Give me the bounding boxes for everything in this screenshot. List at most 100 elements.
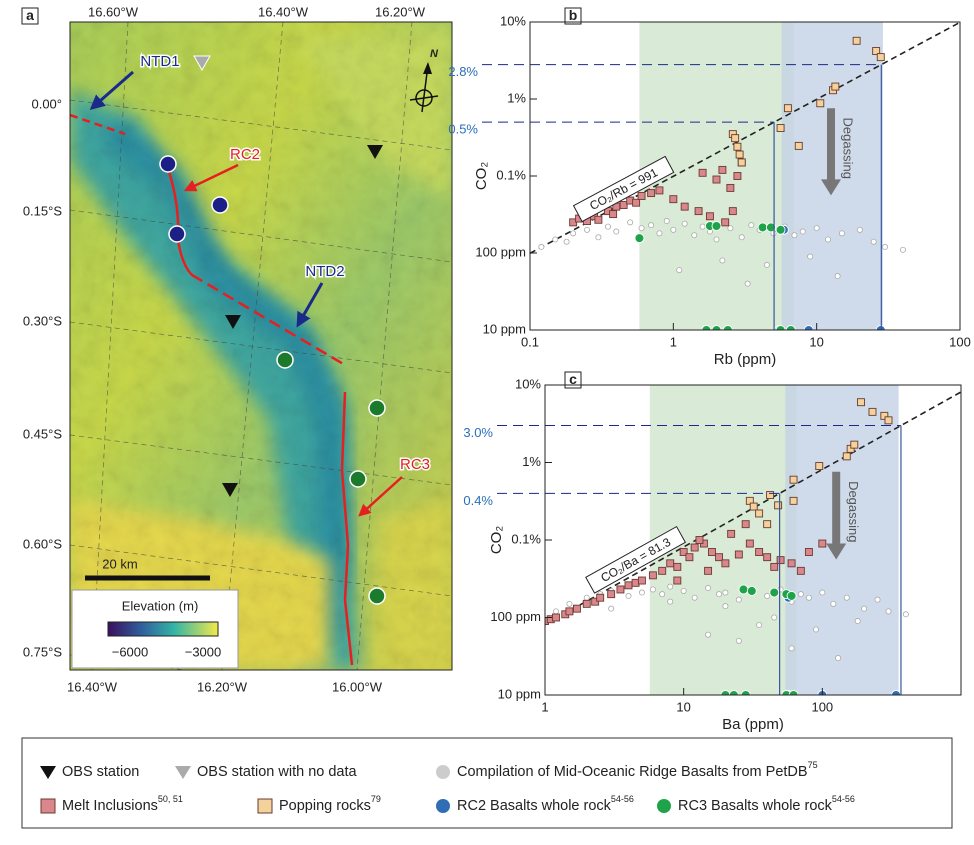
- point: [756, 510, 763, 517]
- map-label: RC2: [230, 146, 260, 163]
- point: [871, 239, 876, 244]
- point: [817, 100, 824, 107]
- legend-marker: [258, 799, 272, 813]
- x-axis-label: Rb (ppm): [714, 351, 777, 368]
- point: [595, 216, 602, 223]
- point: [571, 231, 576, 236]
- point: [564, 239, 569, 244]
- point: [728, 530, 735, 537]
- x-axis-label: Ba (ppm): [722, 716, 784, 733]
- point: [584, 227, 589, 232]
- point: [789, 646, 794, 651]
- point: [573, 605, 580, 612]
- point: [861, 606, 866, 611]
- point: [584, 595, 589, 600]
- point: [835, 274, 840, 279]
- point: [814, 226, 819, 231]
- map-tick-label: 16.20°W: [375, 4, 426, 19]
- legend-box: [22, 738, 952, 828]
- point: [664, 218, 669, 223]
- legend-text: Compilation of Mid-Oceanic Ridge Basalts…: [457, 764, 808, 780]
- legend-text: OBS station with no data: [197, 764, 358, 780]
- point: [727, 184, 734, 191]
- point: [806, 595, 811, 600]
- map-tick-label: 16.40°W: [67, 679, 118, 694]
- legend-label: Popping rocks79: [279, 794, 381, 813]
- point: [716, 592, 721, 597]
- point: [713, 176, 720, 183]
- x-tick-label: 10: [676, 699, 690, 714]
- point: [723, 590, 728, 595]
- point: [700, 224, 705, 229]
- point: [705, 632, 710, 637]
- point: [836, 655, 841, 660]
- level-label: 0.4%: [463, 493, 493, 508]
- point: [596, 235, 601, 240]
- point: [805, 549, 812, 556]
- point: [738, 159, 745, 166]
- point: [695, 208, 702, 215]
- scale-label: 20 km: [102, 556, 137, 571]
- x-tick-label: 1: [541, 699, 548, 714]
- point: [722, 560, 729, 567]
- point: [682, 221, 687, 226]
- point: [692, 233, 697, 238]
- point: [819, 540, 826, 547]
- point: [686, 554, 693, 561]
- map-tick-label: 16.60°W: [88, 4, 139, 19]
- point: [765, 593, 770, 598]
- legend-marker: [436, 799, 450, 813]
- map-label: RC3: [400, 456, 430, 473]
- point: [696, 537, 703, 544]
- point: [633, 199, 640, 206]
- point: [668, 599, 673, 604]
- point: [764, 521, 771, 528]
- point: [705, 567, 712, 574]
- point: [660, 592, 665, 597]
- y-axis-label: CO₂: [488, 526, 505, 555]
- point: [614, 229, 619, 234]
- point: [831, 601, 836, 606]
- point: [539, 244, 544, 249]
- legend-label: OBS station with no data: [197, 764, 358, 780]
- point: [736, 638, 741, 643]
- point: [857, 227, 862, 232]
- point: [736, 597, 741, 602]
- point: [605, 224, 610, 229]
- colorbar-label: −6000: [112, 644, 149, 659]
- point: [771, 563, 778, 570]
- point: [900, 247, 905, 252]
- y-axis-label: CO₂: [473, 162, 490, 191]
- point: [857, 399, 864, 406]
- point: [747, 586, 756, 595]
- colorbar-title: Elevation (m): [122, 598, 199, 613]
- point: [649, 572, 656, 579]
- level-label: 2.8%: [448, 64, 478, 79]
- point: [566, 608, 573, 615]
- point: [714, 237, 719, 242]
- point: [757, 622, 762, 627]
- legend-marker: [436, 765, 450, 779]
- legend-marker: [657, 799, 671, 813]
- point: [784, 105, 791, 112]
- point: [699, 169, 706, 176]
- point: [609, 606, 614, 611]
- point: [650, 587, 655, 592]
- point: [875, 597, 880, 602]
- legend-text: Popping rocks: [279, 798, 371, 814]
- point: [639, 590, 644, 595]
- point: [734, 173, 741, 180]
- legend-ref: 50, 51: [158, 794, 183, 804]
- point: [712, 222, 721, 231]
- point: [681, 203, 688, 210]
- legend-label: Compilation of Mid-Oceanic Ridge Basalts…: [457, 760, 818, 779]
- point: [608, 591, 615, 598]
- y-tick-label: 1%: [522, 454, 541, 469]
- point: [617, 586, 624, 593]
- map-tick-label: 0.30°S: [23, 313, 63, 328]
- point: [732, 135, 739, 142]
- x-tick-label: 0.1: [521, 334, 539, 349]
- point: [813, 627, 818, 632]
- point: [635, 234, 644, 243]
- point: [742, 521, 749, 528]
